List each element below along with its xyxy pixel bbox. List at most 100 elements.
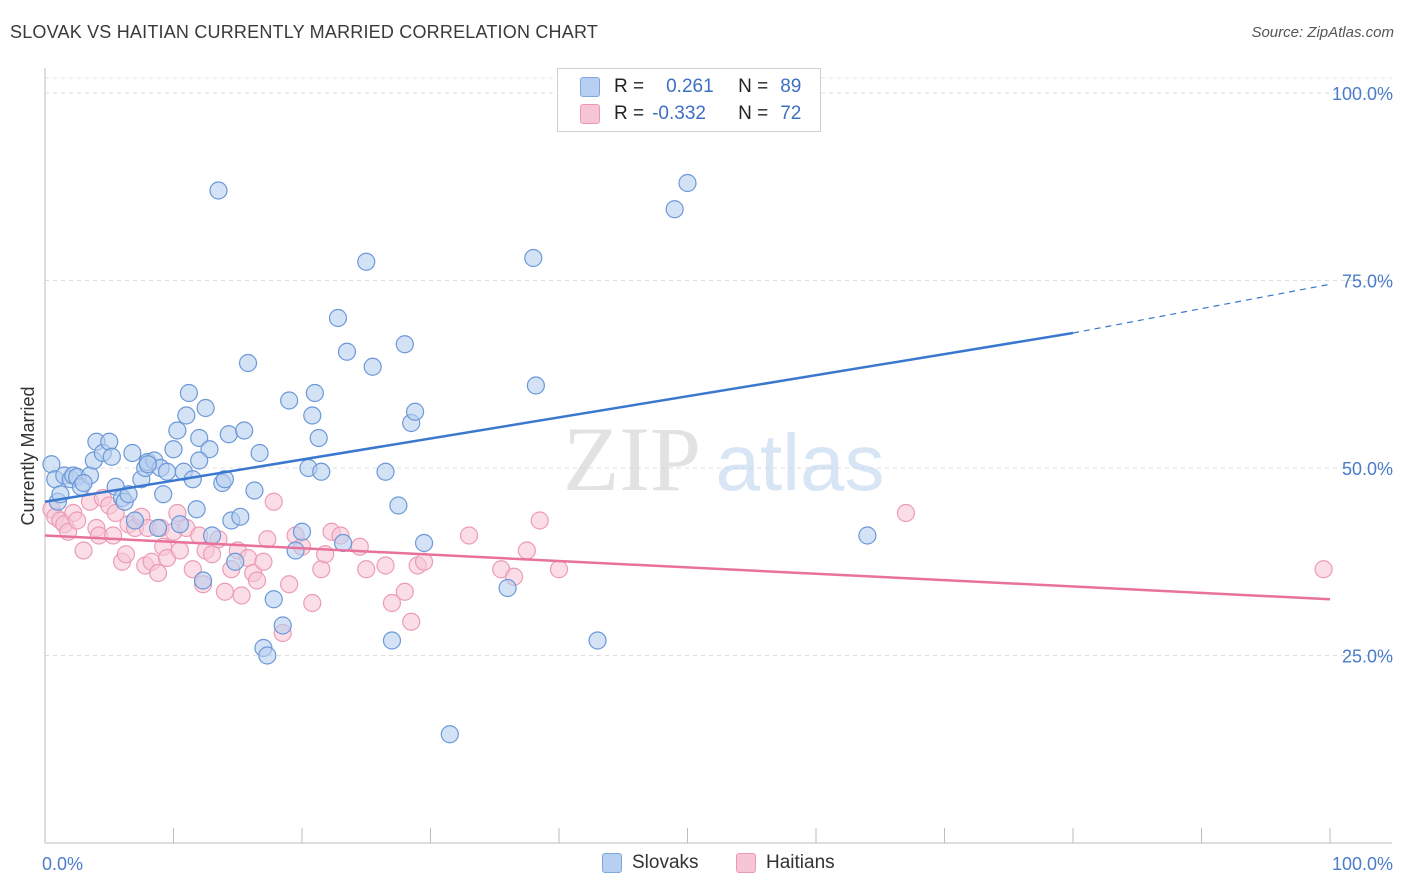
slovaks-point: [177, 406, 196, 425]
bottom-slovaks-label: Slovaks: [632, 852, 699, 873]
slovaks-point: [312, 462, 331, 481]
x-tick-label: 0.0%: [42, 854, 83, 874]
slovaks-point: [190, 451, 209, 470]
slovaks-point: [309, 428, 328, 448]
haitians-n-label: N =: [738, 103, 769, 124]
bottom-legend-haitians: Haitians: [736, 852, 835, 874]
haitians-point: [116, 545, 136, 564]
haitians-point: [1314, 560, 1333, 579]
haitians-point: [280, 575, 299, 594]
haitians-point: [312, 560, 331, 579]
bottom-haitians-label: Haitians: [766, 852, 835, 873]
legend-row-haitians: R = -0.332 N = 72: [580, 101, 801, 127]
slovaks-point: [337, 342, 357, 361]
haitians-point: [202, 545, 222, 564]
slovaks-point: [200, 440, 219, 459]
bottom-haitians-swatch: [736, 853, 756, 873]
slovaks-r-value: 0.261: [666, 76, 714, 97]
haitians-point: [395, 582, 414, 601]
y-tick-label: 25.0%: [1342, 647, 1393, 667]
haitians-point: [68, 511, 87, 530]
slovaks-trend-extension: [1072, 283, 1331, 334]
haitians-point: [183, 560, 202, 579]
haitians-r-value: -0.332: [652, 103, 706, 124]
slovaks-point: [395, 335, 414, 354]
slovaks-point: [305, 383, 324, 403]
slovaks-point: [382, 631, 402, 650]
slovaks-r-label: R =: [614, 76, 645, 97]
bottom-legend-slovaks: Slovaks: [602, 852, 699, 874]
haitians-point: [382, 593, 402, 613]
slovaks-point: [665, 200, 684, 219]
haitians-point: [104, 526, 123, 545]
haitians-point: [247, 571, 267, 590]
haitians-point: [376, 556, 395, 575]
slovaks-point: [179, 383, 199, 403]
tick-labels: 25.0% 50.0% 75.0% 100.0% 0.0% 100.0%: [42, 84, 1393, 874]
x-tick-label: 100.0%: [1332, 854, 1393, 874]
haitians-swatch: [580, 104, 600, 124]
haitians-point: [357, 560, 376, 579]
slovaks-point: [258, 646, 277, 665]
slovaks-point: [102, 447, 121, 466]
haitians-point: [303, 593, 322, 613]
slovaks-point: [168, 421, 187, 440]
slovaks-point: [858, 526, 877, 545]
slovaks-point: [273, 616, 292, 635]
slovaks-point: [231, 507, 250, 526]
bottom-slovaks-swatch: [602, 853, 622, 873]
haitians-point: [170, 541, 190, 560]
slovaks-point: [148, 518, 168, 538]
haitians-point: [74, 541, 93, 560]
slovaks-point: [190, 428, 209, 448]
slovaks-point: [250, 443, 269, 463]
chart-source: Source: ZipAtlas.com: [1251, 24, 1394, 41]
slovaks-point: [389, 496, 408, 515]
slovaks-point: [286, 541, 305, 560]
slovaks-point: [498, 578, 517, 598]
slovaks-n-value: 89: [780, 76, 802, 97]
chart-title: SLOVAK VS HAITIAN CURRENTLY MARRIED CORR…: [10, 22, 599, 42]
slovaks-point: [235, 421, 254, 440]
slovaks-point: [376, 462, 395, 481]
slovaks-point: [526, 376, 545, 395]
slovaks-point: [363, 357, 382, 376]
haitians-n-value: 72: [780, 103, 802, 124]
slovaks-point: [226, 552, 245, 571]
slovaks-point: [440, 725, 459, 744]
legend-row-slovaks: R = 0.261 N = 89: [580, 74, 801, 100]
y-tick-label: 75.0%: [1342, 272, 1393, 292]
haitians-point: [549, 560, 569, 579]
slovaks-point: [588, 631, 607, 650]
slovaks-n-label: N =: [738, 76, 769, 97]
trend-lines: [44, 283, 1331, 601]
slovaks-point: [138, 455, 157, 474]
slovaks-point: [100, 432, 119, 451]
slovaks-point: [678, 173, 697, 193]
slovaks-point: [193, 571, 213, 590]
slovaks-point: [292, 522, 312, 541]
slovaks-point: [524, 248, 543, 268]
slovaks-point: [154, 485, 173, 504]
slovaks-point: [405, 402, 425, 421]
watermark-zip: ZIP: [563, 408, 701, 510]
slovaks-point: [357, 252, 376, 271]
haitians-point: [530, 511, 549, 530]
slovaks-points: [42, 83, 877, 744]
watermark-atlas: atlas: [716, 418, 885, 507]
slovaks-point: [215, 470, 234, 489]
slovaks-point: [202, 526, 222, 545]
haitians-point: [350, 537, 369, 556]
slovaks-point: [74, 473, 93, 493]
slovaks-swatch: [580, 77, 600, 97]
y-tick-label: 50.0%: [1342, 459, 1393, 479]
correlation-legend: R = 0.261 N = 89 R = -0.332 N = 72: [557, 68, 821, 132]
slovaks-point: [280, 391, 299, 410]
haitians-point: [517, 541, 536, 560]
slovaks-point: [414, 533, 434, 553]
slovaks-point: [328, 308, 348, 328]
y-axis-label: Currently Married: [18, 386, 38, 525]
haitians-point: [148, 563, 168, 583]
slovaks-point: [170, 515, 190, 534]
